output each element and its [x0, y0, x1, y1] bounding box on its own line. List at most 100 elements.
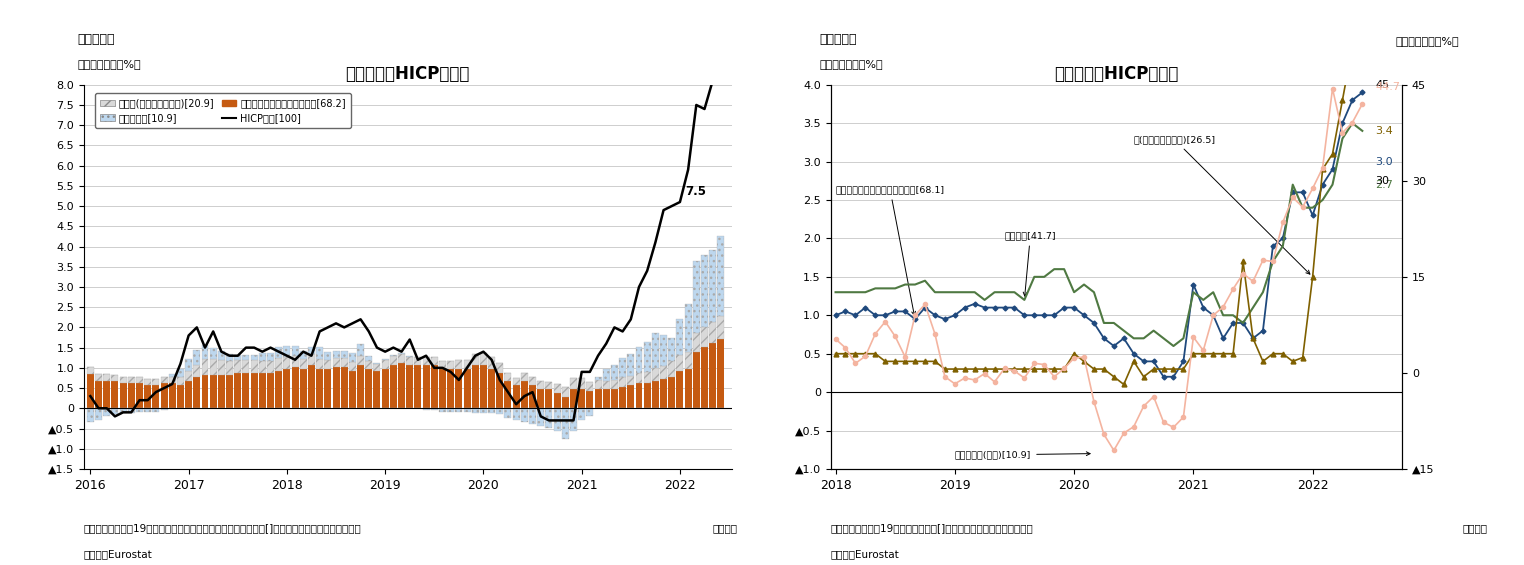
- Bar: [357, 356, 364, 364]
- Bar: [718, 316, 724, 339]
- Bar: [677, 319, 683, 355]
- Text: 3.4: 3.4: [1375, 126, 1393, 136]
- Bar: [94, 408, 102, 420]
- Bar: [152, 408, 160, 411]
- Bar: [562, 408, 568, 438]
- Bar: [357, 364, 364, 408]
- Bar: [538, 381, 544, 389]
- Bar: [677, 355, 683, 371]
- Bar: [177, 370, 184, 377]
- Bar: [512, 385, 520, 408]
- Bar: [160, 377, 168, 383]
- Bar: [538, 408, 544, 427]
- Bar: [283, 357, 291, 368]
- Bar: [184, 381, 192, 408]
- Bar: [684, 351, 692, 368]
- Bar: [390, 355, 396, 356]
- Bar: [604, 381, 610, 389]
- Bar: [381, 360, 389, 368]
- Bar: [693, 333, 700, 353]
- Bar: [497, 373, 503, 408]
- Bar: [693, 353, 700, 408]
- Bar: [267, 373, 274, 408]
- Text: 44.7: 44.7: [1375, 82, 1401, 92]
- Bar: [529, 408, 536, 424]
- Bar: [349, 362, 357, 371]
- Bar: [398, 354, 405, 363]
- Bar: [136, 377, 143, 383]
- Bar: [366, 356, 372, 360]
- Text: （注）ユーロ圏は19か国のデータ、[]内は総合指数に対するウェイト: （注）ユーロ圏は19か国のデータ、[]内は総合指数に対するウェイト: [831, 523, 1033, 533]
- Bar: [152, 379, 160, 385]
- Text: （月次）: （月次）: [713, 523, 738, 533]
- Bar: [259, 353, 265, 360]
- Bar: [594, 389, 602, 408]
- Bar: [643, 372, 651, 383]
- Bar: [480, 408, 486, 413]
- Bar: [463, 408, 471, 412]
- Legend: 飲食料(アルコール含む)[20.9], エネルギー[10.9], エネルギー・飲食料除く総合[68.2], HICP総合[100]: 飲食料(アルコール含む)[20.9], エネルギー[10.9], エネルギー・飲…: [94, 93, 351, 128]
- Bar: [341, 358, 347, 367]
- Text: （前年同月比、%）: （前年同月比、%）: [820, 59, 882, 69]
- Bar: [300, 359, 306, 368]
- Bar: [152, 385, 160, 408]
- Bar: [415, 364, 421, 408]
- Bar: [578, 377, 585, 389]
- Bar: [538, 389, 544, 408]
- Bar: [628, 385, 634, 408]
- Bar: [488, 408, 495, 413]
- Text: （月次）: （月次）: [1463, 523, 1487, 533]
- Bar: [701, 347, 709, 408]
- Bar: [439, 362, 447, 368]
- Bar: [463, 360, 471, 368]
- Bar: [349, 371, 357, 408]
- Bar: [226, 375, 233, 408]
- Bar: [136, 383, 143, 408]
- Bar: [276, 347, 282, 358]
- Bar: [619, 358, 626, 377]
- Bar: [194, 366, 200, 377]
- Bar: [169, 377, 175, 383]
- Bar: [456, 408, 462, 412]
- Bar: [415, 357, 421, 364]
- Bar: [242, 373, 250, 408]
- Bar: [693, 261, 700, 333]
- Bar: [668, 362, 675, 377]
- Bar: [120, 383, 126, 408]
- Bar: [472, 354, 479, 364]
- Bar: [111, 408, 119, 414]
- Bar: [643, 383, 651, 408]
- Bar: [684, 368, 692, 408]
- Bar: [104, 381, 110, 408]
- Text: サービス[41.7]: サービス[41.7]: [1004, 232, 1056, 296]
- Bar: [553, 408, 561, 431]
- Bar: [218, 351, 226, 360]
- Bar: [184, 359, 192, 371]
- Bar: [431, 357, 437, 364]
- Bar: [291, 356, 299, 367]
- Bar: [611, 389, 617, 408]
- Bar: [439, 408, 447, 412]
- Bar: [128, 377, 134, 383]
- Bar: [177, 377, 184, 385]
- Bar: [136, 408, 143, 412]
- Bar: [218, 375, 226, 408]
- Bar: [521, 381, 527, 408]
- Text: （図表２）: （図表２）: [820, 33, 856, 46]
- Bar: [259, 360, 265, 373]
- Bar: [160, 408, 168, 410]
- Text: （注）ユーロ圏は19か国、最新月の寄与度は簡易的な試算値、[]内は総合指数に対するウェイト: （注）ユーロ圏は19か国、最新月の寄与度は簡易的な試算値、[]内は総合指数に対す…: [84, 523, 361, 533]
- Text: 30: 30: [1375, 176, 1390, 186]
- Bar: [366, 368, 372, 408]
- Bar: [447, 368, 454, 408]
- Title: ユーロ圏のHICP上昇率: ユーロ圏のHICP上昇率: [346, 65, 469, 83]
- Bar: [120, 408, 126, 413]
- Bar: [701, 327, 709, 347]
- Bar: [210, 375, 216, 408]
- Bar: [145, 408, 151, 411]
- Bar: [636, 373, 643, 383]
- Bar: [553, 393, 561, 408]
- Bar: [652, 368, 658, 381]
- Text: （資料）Eurostat: （資料）Eurostat: [84, 550, 152, 559]
- Bar: [276, 371, 282, 408]
